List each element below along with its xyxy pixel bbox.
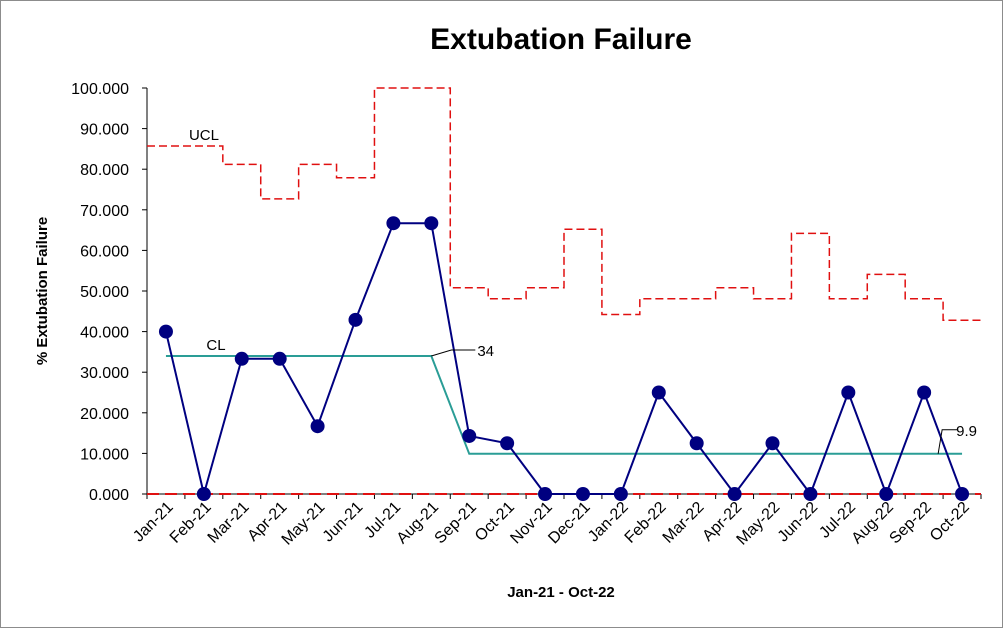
- data-point: [234, 351, 249, 366]
- labels-layer: UCL CL 34 9.9: [189, 127, 977, 454]
- y-tick-label: 70.000: [80, 203, 129, 220]
- cl-line: [165, 354, 963, 455]
- y-tick-label: 10.000: [80, 446, 129, 463]
- y-tick-label: 100.000: [71, 81, 129, 98]
- x-tick-label: May-22: [734, 499, 784, 549]
- data-point: [500, 436, 515, 451]
- x-tick-label: Feb-22: [622, 499, 670, 547]
- data-point: [727, 487, 742, 501]
- x-tick-label: Jun-21: [320, 499, 367, 546]
- data-point: [841, 385, 856, 400]
- data-point: [538, 487, 553, 501]
- data-point: [613, 487, 628, 501]
- data-point: [917, 385, 932, 400]
- data-point: [879, 487, 894, 501]
- y-tick-label: 80.000: [80, 162, 129, 179]
- y-tick-label: 0.000: [89, 487, 129, 504]
- y-tick-label: 20.000: [80, 406, 129, 423]
- data-point: [158, 324, 173, 339]
- cl-label: CL: [206, 337, 225, 354]
- y-tick-label: 40.000: [80, 325, 129, 342]
- x-tick-label: Sep-21: [432, 499, 481, 548]
- cl2-callout-leader: [937, 429, 959, 454]
- data-point: [348, 312, 363, 327]
- x-axis-title: Jan-21 - Oct-22: [507, 584, 615, 601]
- cl2-callout-value: 9.9: [956, 423, 977, 440]
- x-tick-label: Dec-21: [545, 499, 594, 548]
- y-tick-label: 50.000: [80, 284, 129, 301]
- data-point: [272, 351, 287, 366]
- data-point: [462, 428, 477, 443]
- series-line: [164, 222, 963, 497]
- data-point: [765, 436, 780, 451]
- x-tick-label: Mar-22: [660, 499, 708, 547]
- data-point: [689, 436, 704, 451]
- data-point: [575, 487, 590, 501]
- x-tick-label: Sep-22: [886, 499, 935, 548]
- ucl-label: UCL: [189, 127, 219, 144]
- cl-callout-leader: [431, 349, 476, 357]
- data-point: [955, 487, 970, 501]
- x-tick-label: May-21: [279, 499, 329, 549]
- y-axis-title: % Extubation Failure: [34, 217, 51, 365]
- points-layer: [158, 216, 970, 501]
- ucl-line: [147, 87, 981, 321]
- data-point: [310, 419, 325, 434]
- y-tick-label: 90.000: [80, 122, 129, 139]
- x-tick-label: Feb-21: [167, 499, 215, 547]
- y-tick-label: 30.000: [80, 365, 129, 382]
- data-point: [424, 216, 439, 231]
- data-point: [651, 385, 666, 400]
- data-point: [196, 487, 211, 501]
- cl-callout-value: 34: [477, 343, 494, 360]
- data-point: [386, 216, 401, 231]
- y-tick-label: 60.000: [80, 243, 129, 260]
- chart-title: Extubation Failure: [430, 23, 692, 56]
- x-tick-label: Jun-22: [775, 499, 822, 546]
- lines-layer: [147, 87, 981, 497]
- data-point: [803, 487, 818, 501]
- x-tick-label: Oct-22: [927, 499, 973, 545]
- x-tick-label: Mar-21: [205, 499, 253, 547]
